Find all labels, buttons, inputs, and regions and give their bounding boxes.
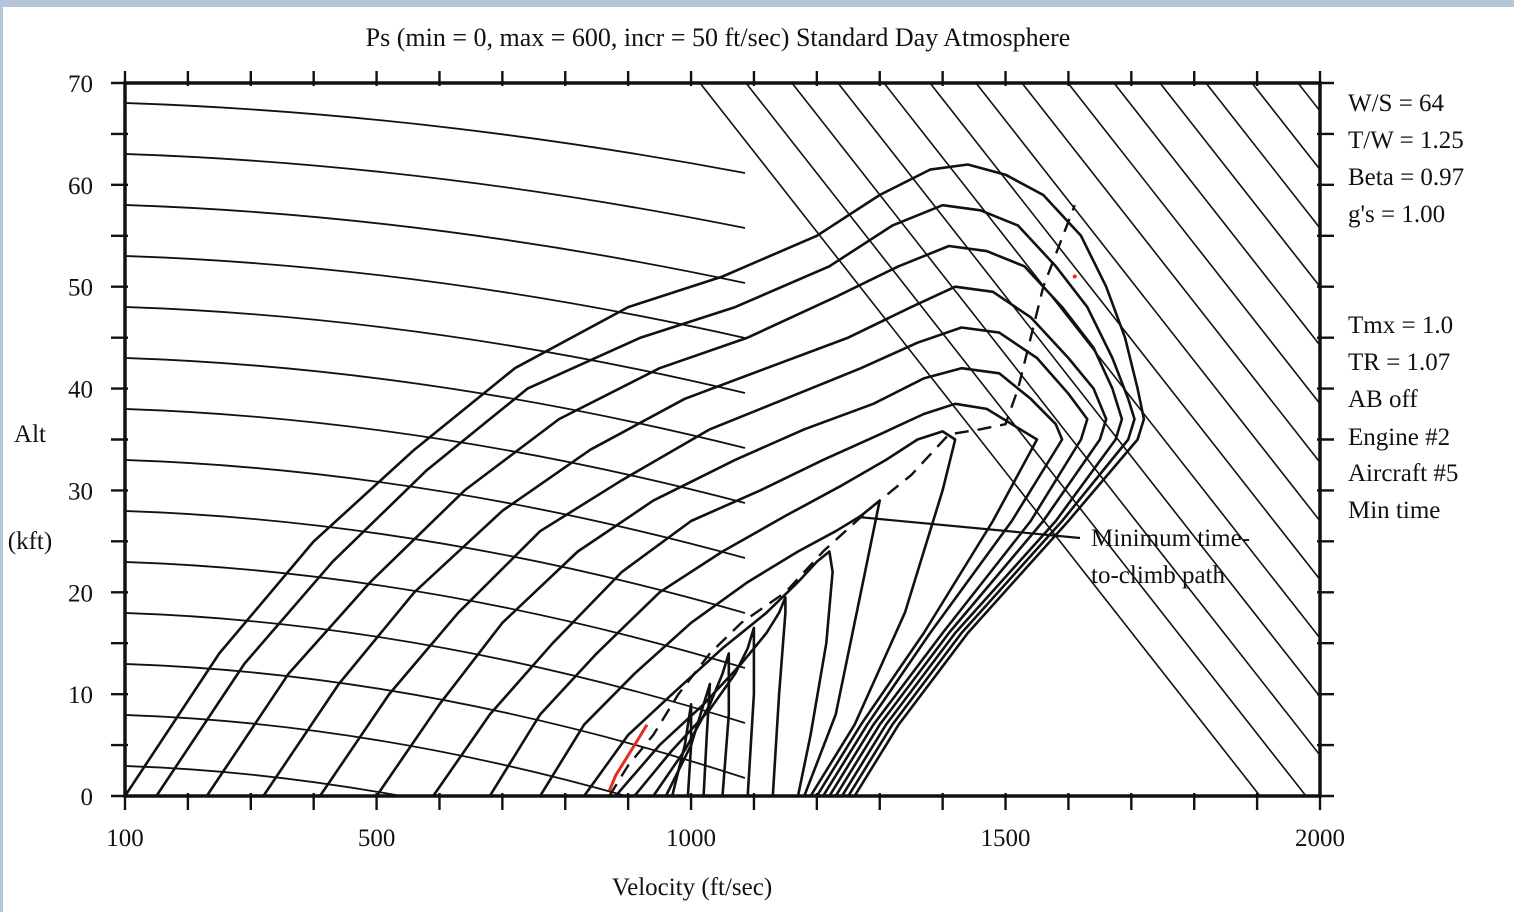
background-diagonal-line xyxy=(1482,83,1514,796)
background-curve-line xyxy=(125,459,746,559)
background-diagonal-line xyxy=(1021,83,1320,464)
y-tick-label: 0 xyxy=(81,784,94,811)
parameter-note: Engine #2 xyxy=(1348,424,1450,451)
ps-contour-14 xyxy=(670,702,693,796)
ps-contour-9 xyxy=(583,550,834,796)
y-tick-label: 60 xyxy=(68,173,93,200)
background-curve-line xyxy=(125,357,746,449)
ps-contour-10 xyxy=(614,596,787,796)
background-diagonal-line xyxy=(883,83,1320,640)
parameter-note: W/S = 64 xyxy=(1348,90,1445,117)
background-curve-line xyxy=(125,714,630,796)
x-tick-labels: 100 500 1000 1500 2000 xyxy=(106,825,1345,852)
min-time-to-climb-path xyxy=(608,204,1076,796)
chart-title: Ps (min = 0, max = 600, incr = 50 ft/sec… xyxy=(366,23,1071,52)
background-diagonal-line xyxy=(837,83,1320,698)
ps-contour-6 xyxy=(432,402,1039,796)
y-tick-label: 40 xyxy=(68,377,93,404)
parameter-note: Tmx = 1.0 xyxy=(1348,312,1453,339)
ps-contours xyxy=(125,163,1146,796)
axis-ticks xyxy=(111,71,1334,810)
y-tick-labels: 0 10 20 30 40 50 60 70 xyxy=(68,71,93,811)
background-diagonal-line xyxy=(1113,83,1320,347)
parameter-note: Aircraft #5 xyxy=(1348,460,1458,487)
background-curve-line xyxy=(125,306,746,394)
background-curve-line xyxy=(125,561,746,669)
left-border xyxy=(0,0,3,912)
background-curve-line xyxy=(125,153,746,229)
x-tick-label: 1500 xyxy=(981,825,1031,852)
parameter-note: Beta = 0.97 xyxy=(1348,164,1464,191)
annotation-leader-line xyxy=(857,515,1081,540)
parameter-note: AB off xyxy=(1348,386,1418,413)
y-tick-label: 30 xyxy=(68,478,93,505)
background-diagonal-line xyxy=(745,83,1307,796)
background-curve-line xyxy=(125,204,746,284)
plot-frame xyxy=(123,81,1322,798)
x-axis-label: Velocity (ft/sec) xyxy=(612,874,772,901)
annotation-line-2: to-climb path xyxy=(1091,562,1225,589)
background-diagonal-line xyxy=(1205,83,1320,230)
x-tick-label: 1000 xyxy=(666,825,716,852)
y-tick-label: 70 xyxy=(68,71,93,98)
x-tick-label: 100 xyxy=(106,825,144,852)
ps-contour-2 xyxy=(205,244,1124,796)
ps-contour-0 xyxy=(125,163,1146,796)
ps-contour-8 xyxy=(538,499,882,796)
x-tick-label: 500 xyxy=(358,825,396,852)
min-time-path-layer xyxy=(607,204,1077,796)
y-tick-label: 20 xyxy=(68,580,93,607)
y-tick-label: 10 xyxy=(68,682,93,709)
background-diagonal-line xyxy=(791,83,1320,757)
background-diagonal-line xyxy=(929,83,1320,581)
background-diagonal-line xyxy=(975,83,1320,523)
background-curve-line xyxy=(125,102,746,174)
ps-contour-7 xyxy=(488,430,957,796)
annotation-line-1: Minimum time- xyxy=(1091,525,1250,552)
background-curve-line xyxy=(125,510,746,614)
parameter-notes: W/S = 64 T/W = 1.25 Beta = 0.97 g's = 1.00 T… xyxy=(1348,90,1464,524)
y-axis-units: (kft) xyxy=(8,528,52,555)
background-diagonal-line xyxy=(699,83,1261,796)
ps-contour-4 xyxy=(318,326,1089,796)
y-tick-label: 50 xyxy=(68,275,93,302)
parameter-note: TR = 1.07 xyxy=(1348,349,1450,376)
red-path-segment xyxy=(607,723,649,792)
background-diagonal-line xyxy=(1159,83,1320,289)
red-marker-dot xyxy=(1072,274,1077,279)
ps-contour-5 xyxy=(375,366,1064,796)
background-curve-line xyxy=(125,612,746,724)
y-axis-label: Alt xyxy=(14,421,46,448)
parameter-note: Min time xyxy=(1348,497,1440,524)
background-curve-line xyxy=(125,408,746,504)
parameter-note: g's = 1.00 xyxy=(1348,201,1445,228)
top-border xyxy=(0,0,1514,7)
parameter-note: T/W = 1.25 xyxy=(1348,127,1464,154)
x-tick-label: 2000 xyxy=(1295,825,1345,852)
background-curve-line xyxy=(125,255,746,339)
background-diagonals xyxy=(125,83,1514,796)
ps-contour-13 xyxy=(664,682,712,796)
ps-contour-11 xyxy=(633,626,756,796)
ps-contour-3 xyxy=(262,285,1108,796)
background-curve-line xyxy=(125,765,406,796)
background-diagonal-line xyxy=(1067,83,1320,406)
ps-contour-1 xyxy=(155,203,1136,796)
